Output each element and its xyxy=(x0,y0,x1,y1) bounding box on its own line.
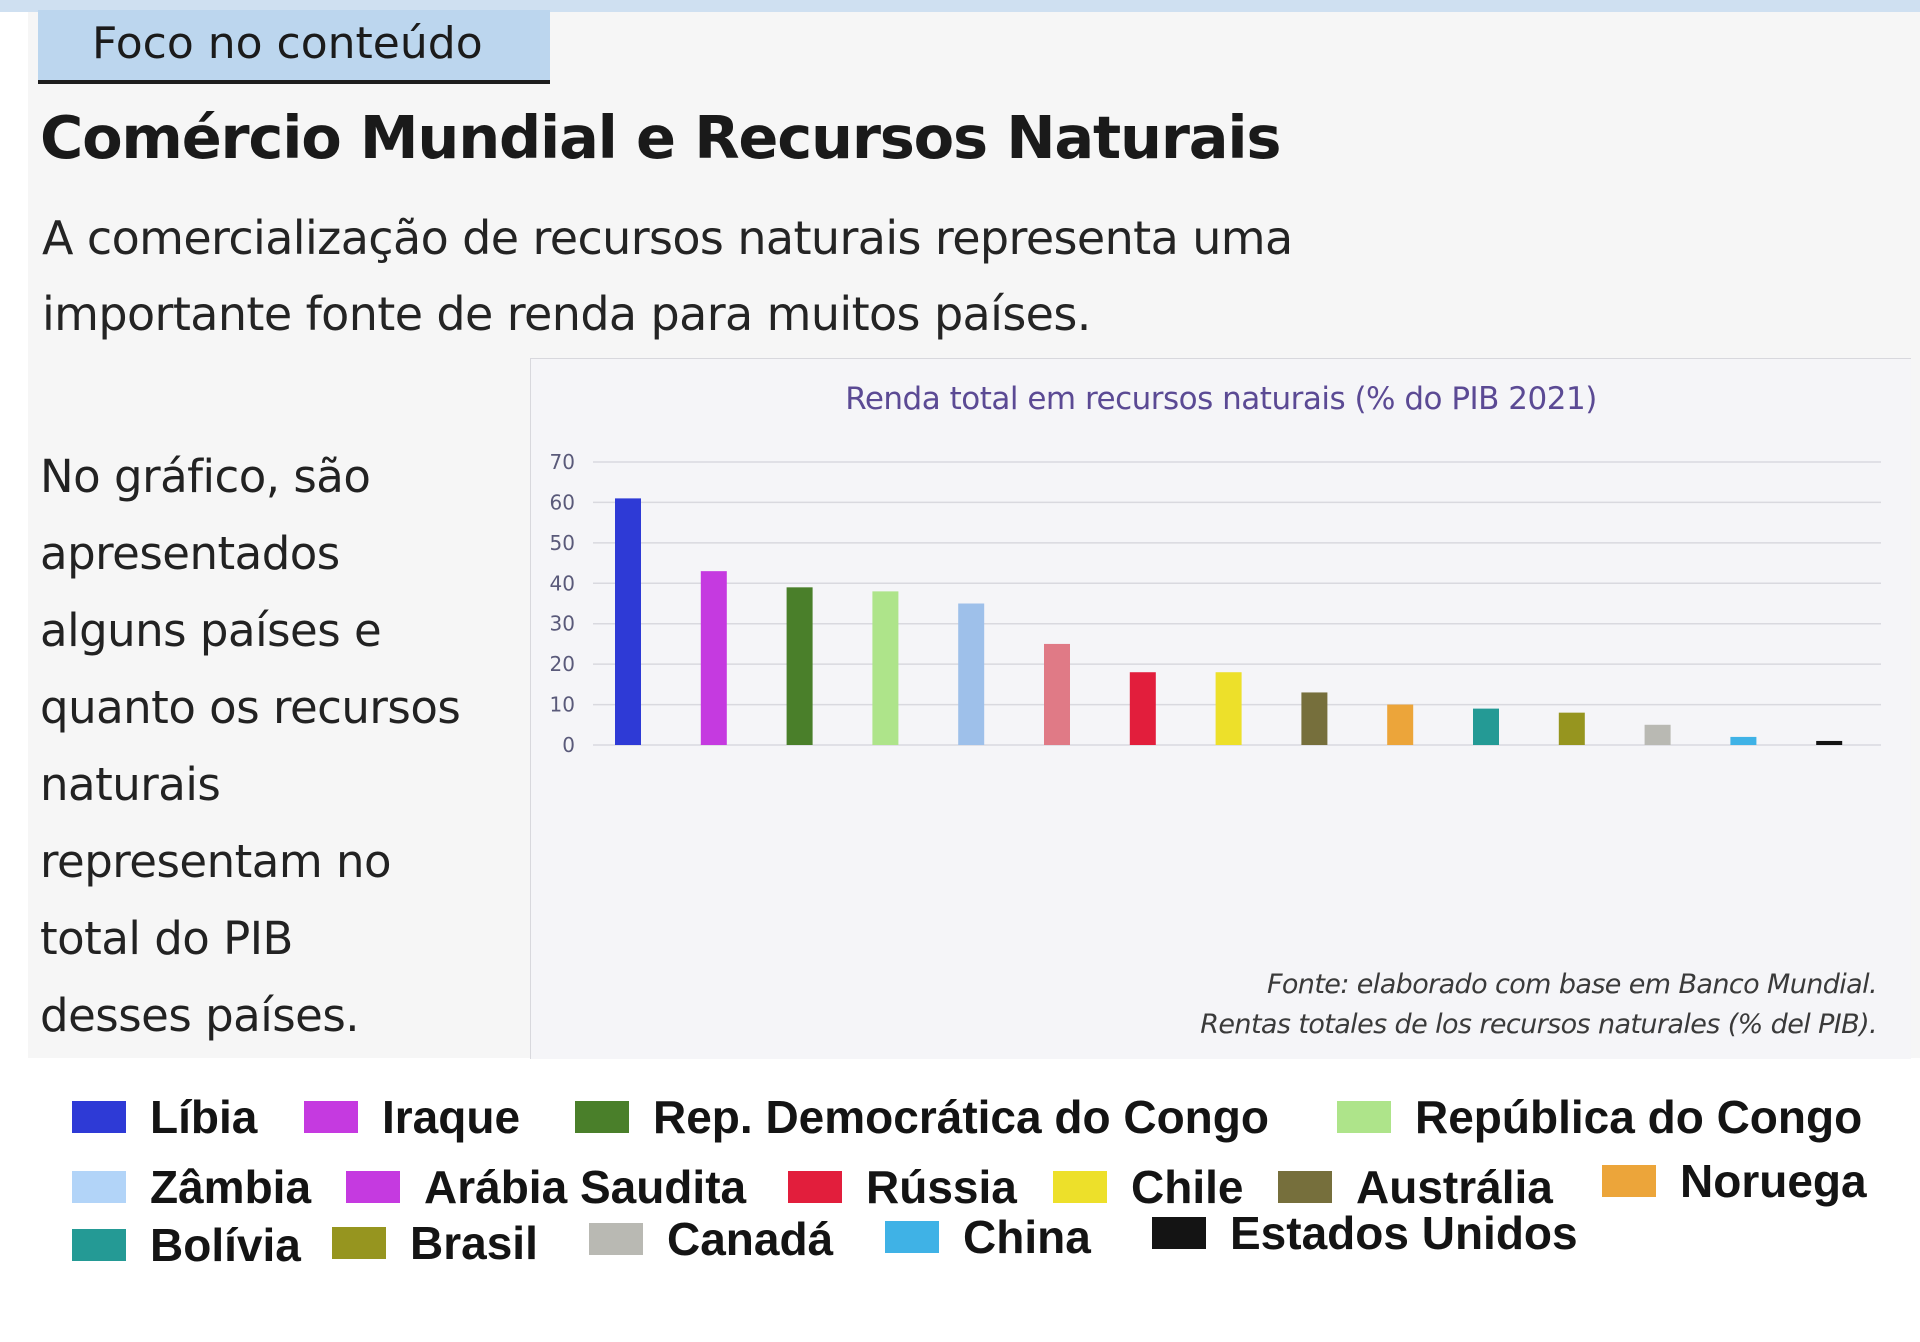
legend-label: Austrália xyxy=(1356,1161,1553,1213)
side-text-line: alguns países e xyxy=(40,604,382,657)
y-tick-label: 20 xyxy=(550,652,575,676)
bar-10 xyxy=(1387,704,1414,745)
legend-swatch xyxy=(304,1101,358,1133)
legend-item: Austrália xyxy=(1278,1160,1553,1214)
side-text-line: No gráfico, são xyxy=(40,450,371,503)
legend-swatch xyxy=(575,1101,629,1133)
legend-item: Chile xyxy=(1053,1160,1243,1214)
legend-item: Iraque xyxy=(304,1090,520,1144)
legend-swatch xyxy=(72,1101,126,1133)
subtitle-line-2: importante fonte de renda para muitos pa… xyxy=(42,287,1091,341)
legend-swatch xyxy=(788,1171,842,1203)
bar-4 xyxy=(872,591,899,745)
y-tick-label: 50 xyxy=(550,531,575,555)
bar-7 xyxy=(1129,672,1156,745)
legend-swatch xyxy=(346,1171,400,1203)
legend-label: Canadá xyxy=(667,1213,834,1265)
source-line-1: Fonte: elaborado com base em Banco Mundi… xyxy=(1266,969,1878,1000)
side-text-line: naturais xyxy=(40,758,221,811)
legend-item: Zâmbia xyxy=(72,1160,311,1214)
legend-item: Brasil xyxy=(332,1216,538,1270)
legend-swatch xyxy=(1152,1217,1206,1249)
legend-item: Estados Unidos xyxy=(1152,1206,1578,1260)
legend-item: Noruega xyxy=(1602,1154,1867,1208)
legend-item: Canadá xyxy=(589,1212,833,1266)
section-tab-label: Foco no conteúdo xyxy=(92,18,483,69)
bar-12 xyxy=(1558,712,1585,745)
bar-5 xyxy=(958,603,985,745)
side-text-line: representam no xyxy=(40,835,392,888)
legend-label: Bolívia xyxy=(150,1219,301,1271)
bar-chart: 0 10 20 30 40 50 60 70 xyxy=(550,450,1881,757)
bar-3 xyxy=(786,587,813,745)
chart-source: Fonte: elaborado com base em Banco Mundi… xyxy=(1200,965,1877,1045)
legend-label: República do Congo xyxy=(1415,1091,1863,1143)
bar-1 xyxy=(615,498,641,745)
bar-14 xyxy=(1730,736,1757,745)
legend-swatch xyxy=(885,1221,939,1253)
legend-swatch xyxy=(1278,1171,1332,1203)
top-strip xyxy=(0,0,1920,12)
bar-11 xyxy=(1473,708,1499,745)
y-tick-label: 30 xyxy=(550,612,575,636)
bar-13 xyxy=(1644,724,1671,745)
page-title: Comércio Mundial e Recursos Naturais xyxy=(40,103,1281,172)
bar-9 xyxy=(1301,692,1328,745)
legend-swatch xyxy=(72,1171,126,1203)
legend-item: Líbia xyxy=(72,1090,257,1144)
page-subtitle: A comercialização de recursos naturais r… xyxy=(42,200,1442,352)
bar-6 xyxy=(1044,643,1070,745)
chart-title: Renda total em recursos naturais (% do P… xyxy=(845,381,1597,417)
legend-swatch xyxy=(1602,1165,1656,1197)
y-tick-label: 10 xyxy=(550,693,575,717)
legend-label: Arábia Saudita xyxy=(424,1161,747,1213)
side-text-line: total do PIB xyxy=(40,912,293,965)
side-description: No gráfico, são apresentados alguns país… xyxy=(40,438,520,1054)
legend-item: Bolívia xyxy=(72,1218,301,1272)
legend-swatch xyxy=(72,1229,126,1261)
legend-label: Zâmbia xyxy=(150,1161,312,1213)
bar-2 xyxy=(700,571,727,745)
y-tick-label: 0 xyxy=(562,733,575,757)
side-text-line: desses países. xyxy=(40,989,360,1042)
legend-item: Rep. Democrática do Congo xyxy=(575,1090,1269,1144)
bar-15 xyxy=(1816,740,1843,745)
legend-label: Estados Unidos xyxy=(1230,1207,1578,1259)
legend-label: Líbia xyxy=(150,1091,258,1143)
legend-swatch xyxy=(332,1227,386,1259)
bar-8 xyxy=(1215,672,1242,745)
subtitle-line-1: A comercialização de recursos naturais r… xyxy=(42,211,1293,265)
y-tick-label: 60 xyxy=(550,490,575,514)
legend-label: Rep. Democrática do Congo xyxy=(653,1091,1269,1143)
legend-swatch xyxy=(1053,1171,1107,1203)
legend-item: Arábia Saudita xyxy=(346,1160,746,1214)
side-text-line: quanto os recursos xyxy=(40,681,461,734)
chart-legend: Líbia Iraque Rep. Democrática do Congo Repú… xyxy=(0,1060,1920,1280)
y-tick-label: 40 xyxy=(550,571,575,595)
legend-label: China xyxy=(963,1211,1091,1263)
legend-label: Rússia xyxy=(866,1161,1017,1213)
legend-swatch xyxy=(589,1223,643,1255)
legend-item: República do Congo xyxy=(1337,1090,1862,1144)
side-text-line: apresentados xyxy=(40,527,340,580)
legend-swatch xyxy=(1337,1101,1391,1133)
chart-panel: Renda total em recursos naturais (% do P… xyxy=(530,358,1911,1059)
legend-label: Chile xyxy=(1131,1161,1244,1213)
legend-item: Rússia xyxy=(788,1160,1017,1214)
legend-label: Noruega xyxy=(1680,1155,1867,1207)
section-tab: Foco no conteúdo xyxy=(38,10,550,84)
y-tick-label: 70 xyxy=(550,450,575,474)
source-line-2: Rentas totales de los recursos naturales… xyxy=(1200,1009,1877,1040)
legend-label: Brasil xyxy=(410,1217,538,1269)
legend-item: China xyxy=(885,1210,1091,1264)
legend-label: Iraque xyxy=(382,1091,521,1143)
